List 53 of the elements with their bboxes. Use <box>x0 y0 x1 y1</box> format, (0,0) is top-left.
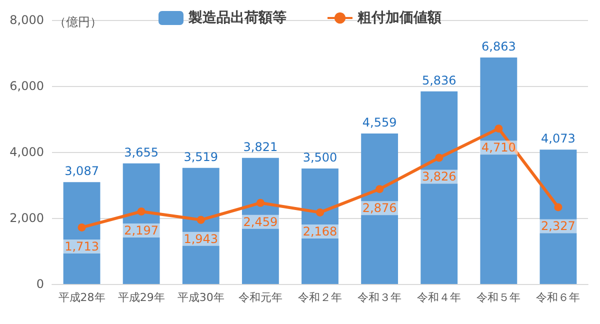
x-tick-label: 令和３年 <box>358 291 402 304</box>
bar <box>480 58 518 284</box>
bar <box>420 91 458 284</box>
y-tick-label: 4,000 <box>10 145 44 159</box>
data-label: 3,087 <box>64 164 99 178</box>
legend-label: 粗付加価値額 <box>356 9 442 26</box>
data-label: 3,826 <box>422 170 456 184</box>
x-tick-label: 令和元年 <box>238 291 282 304</box>
bar <box>540 150 577 284</box>
x-tick-label: 平成28年 <box>58 291 106 304</box>
data-label: 2,876 <box>362 201 397 216</box>
data-label: 2,459 <box>243 214 278 229</box>
data-label: 1,713 <box>64 239 99 254</box>
data-label: 3,500 <box>302 150 338 164</box>
data-label: 3,519 <box>184 150 218 164</box>
y-tick-label: 0 <box>36 277 44 291</box>
data-label: 5,836 <box>422 73 456 88</box>
data-label: 1,943 <box>184 232 218 246</box>
legend-label: 製造品出荷額等 <box>188 9 286 26</box>
bar <box>302 168 338 284</box>
data-label: 4,559 <box>362 116 397 130</box>
point <box>494 124 503 133</box>
bar <box>122 163 160 284</box>
x-tick-label: 平成29年 <box>118 291 165 304</box>
bar <box>63 182 100 284</box>
point <box>78 223 86 232</box>
x-tick-label: 令和５年 <box>476 291 521 304</box>
data-label: 3,821 <box>243 140 278 154</box>
data-label: 6,863 <box>481 40 516 54</box>
point <box>376 185 384 194</box>
bar <box>242 158 279 284</box>
data-label: 2,197 <box>124 224 159 238</box>
data-label: 2,168 <box>302 224 338 238</box>
point <box>196 216 205 224</box>
data-label: 4,073 <box>541 132 576 146</box>
y-tick-label: 6,000 <box>10 79 44 93</box>
x-tick-label: 令和２年 <box>298 291 342 304</box>
x-tick-label: 平成30年 <box>177 291 224 304</box>
data-label: 4,710 <box>481 140 516 155</box>
y-tick-label: 8,000 <box>10 13 44 27</box>
data-label: 2,327 <box>541 219 576 234</box>
bar <box>361 134 398 284</box>
point <box>316 208 324 216</box>
y-tick-label: 2,000 <box>10 211 44 225</box>
point <box>137 208 146 216</box>
x-tick-label: 令和４年 <box>417 291 462 304</box>
point <box>435 154 444 162</box>
y-axis-title: （億円） <box>54 15 102 29</box>
bar <box>182 168 220 284</box>
point <box>256 198 264 207</box>
x-tick-label: 令和６年 <box>536 291 580 304</box>
data-label: 3,655 <box>124 145 159 160</box>
point <box>554 203 562 212</box>
